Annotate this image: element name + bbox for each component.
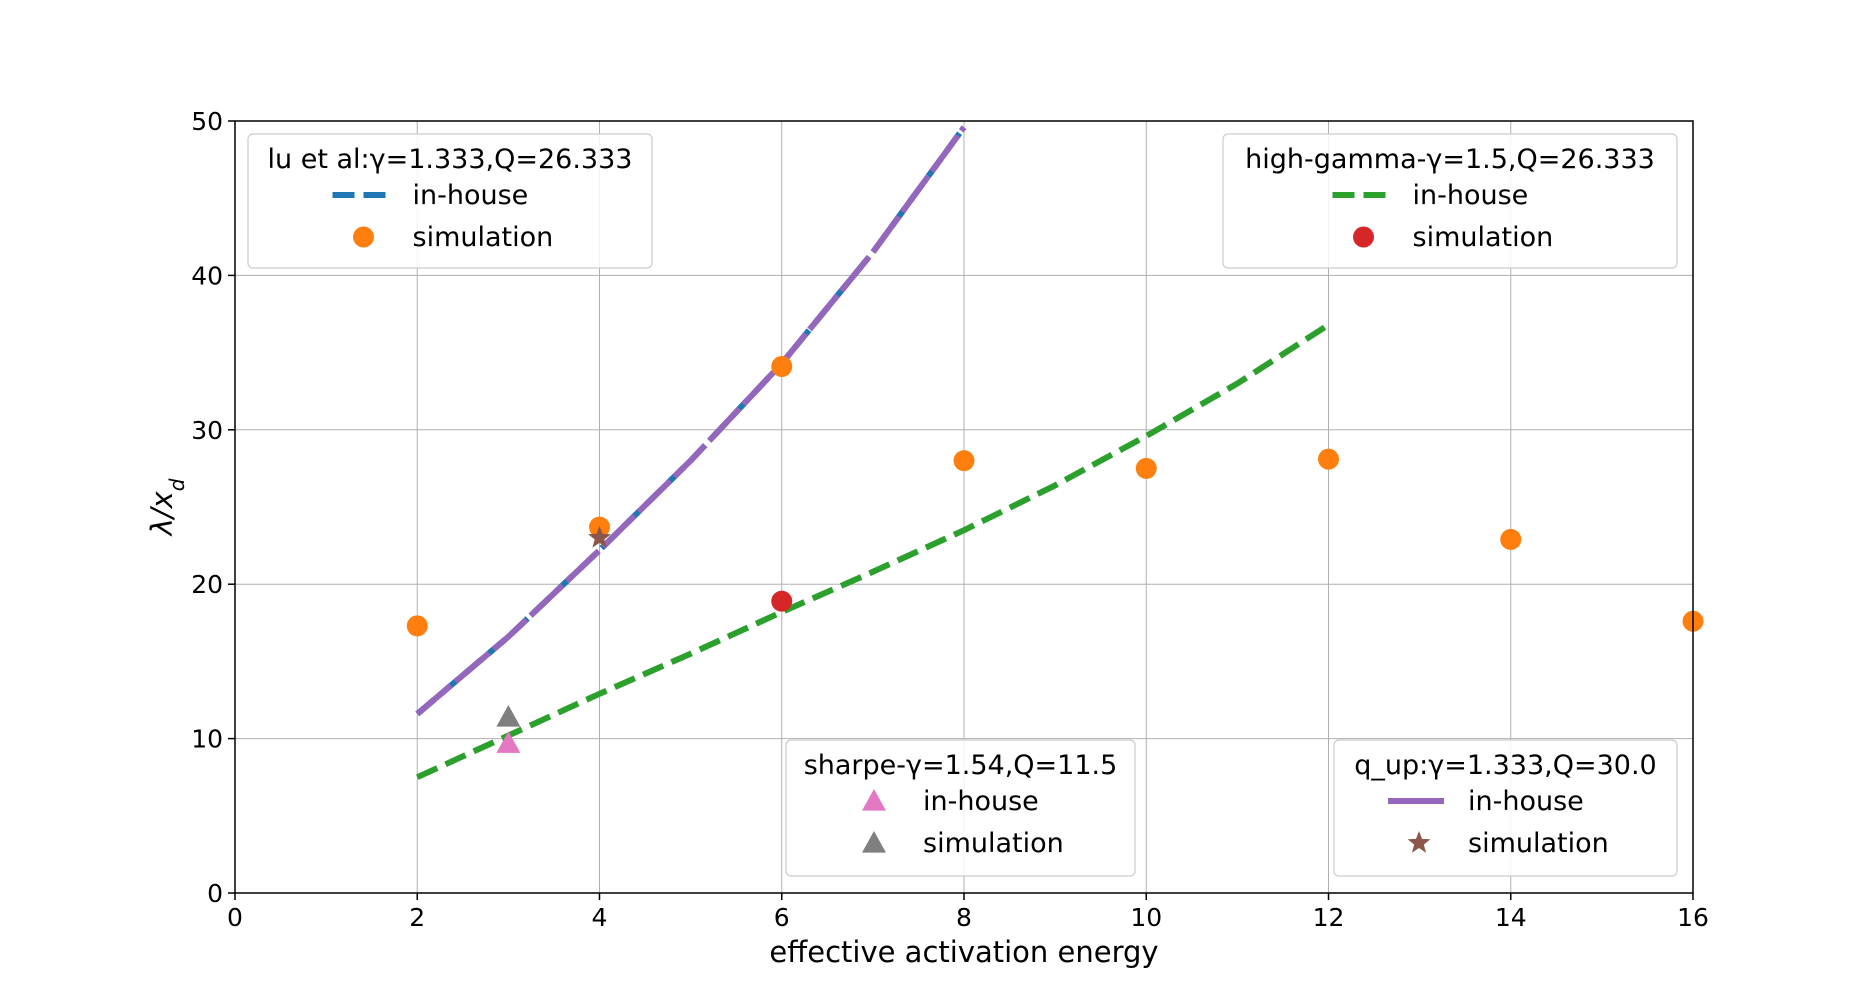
data-point-1 — [406, 615, 428, 637]
legend-marker-handle — [353, 226, 374, 248]
y-tick-label: 0 — [207, 879, 223, 908]
data-point-3 — [496, 704, 521, 727]
data-point-4 — [588, 525, 611, 548]
legend-entry-label: simulation — [1413, 222, 1554, 253]
y-tick-label: 50 — [191, 107, 223, 136]
legend-entry-label: in-house — [923, 786, 1039, 817]
legend-entry-label: in-house — [1413, 180, 1529, 211]
legend-title: q_up:γ=1.333,Q=30.0 — [1354, 750, 1656, 781]
legend-entry-label: in-house — [413, 180, 529, 211]
legend-title: sharpe-γ=1.54,Q=11.5 — [804, 750, 1118, 781]
legend-title: high-gamma-γ=1.5,Q=26.333 — [1245, 144, 1655, 175]
x-tick-label: 10 — [1130, 903, 1162, 932]
legend-4: q_up:γ=1.333,Q=30.0 in-house simulation — [1333, 739, 1678, 877]
x-tick-label: 8 — [956, 903, 972, 932]
y-tick-label: 30 — [191, 416, 223, 445]
x-tick-label: 0 — [227, 903, 243, 932]
x-tick-label: 12 — [1313, 903, 1345, 932]
x-tick-label: 14 — [1495, 903, 1527, 932]
series-line-2 — [416, 322, 1331, 780]
series-line-4 — [415, 125, 967, 717]
axis-ticks: 0 2 4 6 8 10 12 14 16 0 10 20 30 40 50 — [191, 107, 1709, 932]
x-axis-label: effective activation energy — [769, 935, 1158, 969]
x-tick-label: 16 — [1677, 903, 1709, 932]
legend-box — [247, 133, 653, 269]
y-tick-label: 20 — [191, 570, 223, 599]
legend-entry-label: in-house — [1468, 786, 1584, 817]
x-tick-label: 6 — [774, 903, 790, 932]
data-point-2 — [771, 590, 793, 612]
y-tick-label: 40 — [191, 261, 223, 290]
data-point-1 — [771, 355, 793, 377]
x-tick-label: 4 — [592, 903, 608, 932]
data-point-1 — [1135, 457, 1157, 479]
legend-marker-handle — [862, 831, 886, 853]
legend-marker-handle — [862, 789, 886, 811]
legend-2: high-gamma-γ=1.5,Q=26.333 in-house simulat… — [1222, 133, 1678, 269]
legend-marker-handle — [1407, 831, 1431, 853]
y-axis-label: λ/xd — [145, 478, 189, 537]
legend-1: lu et al:γ=1.333,Q=26.333 in-house simulat… — [247, 133, 653, 269]
legend-box — [1222, 133, 1678, 269]
legend-marker-handle — [1353, 226, 1374, 248]
data-point-1 — [1500, 528, 1522, 550]
data-point-3 — [496, 731, 521, 753]
legend-3: sharpe-γ=1.54,Q=11.5 in-house simulation — [785, 739, 1136, 877]
data-point-1 — [953, 450, 975, 472]
legend-entry-label: simulation — [1468, 828, 1609, 859]
data-point-1 — [1318, 448, 1339, 470]
y-tick-label: 10 — [191, 725, 223, 754]
x-tick-label: 2 — [409, 903, 425, 932]
legend-entry-label: simulation — [923, 828, 1064, 859]
legends: lu et al:γ=1.333,Q=26.333 in-house simulat… — [247, 133, 1678, 877]
legend-title: lu et al:γ=1.333,Q=26.333 — [268, 144, 633, 175]
plot-area — [406, 125, 1704, 780]
legend-entry-label: simulation — [413, 222, 554, 253]
